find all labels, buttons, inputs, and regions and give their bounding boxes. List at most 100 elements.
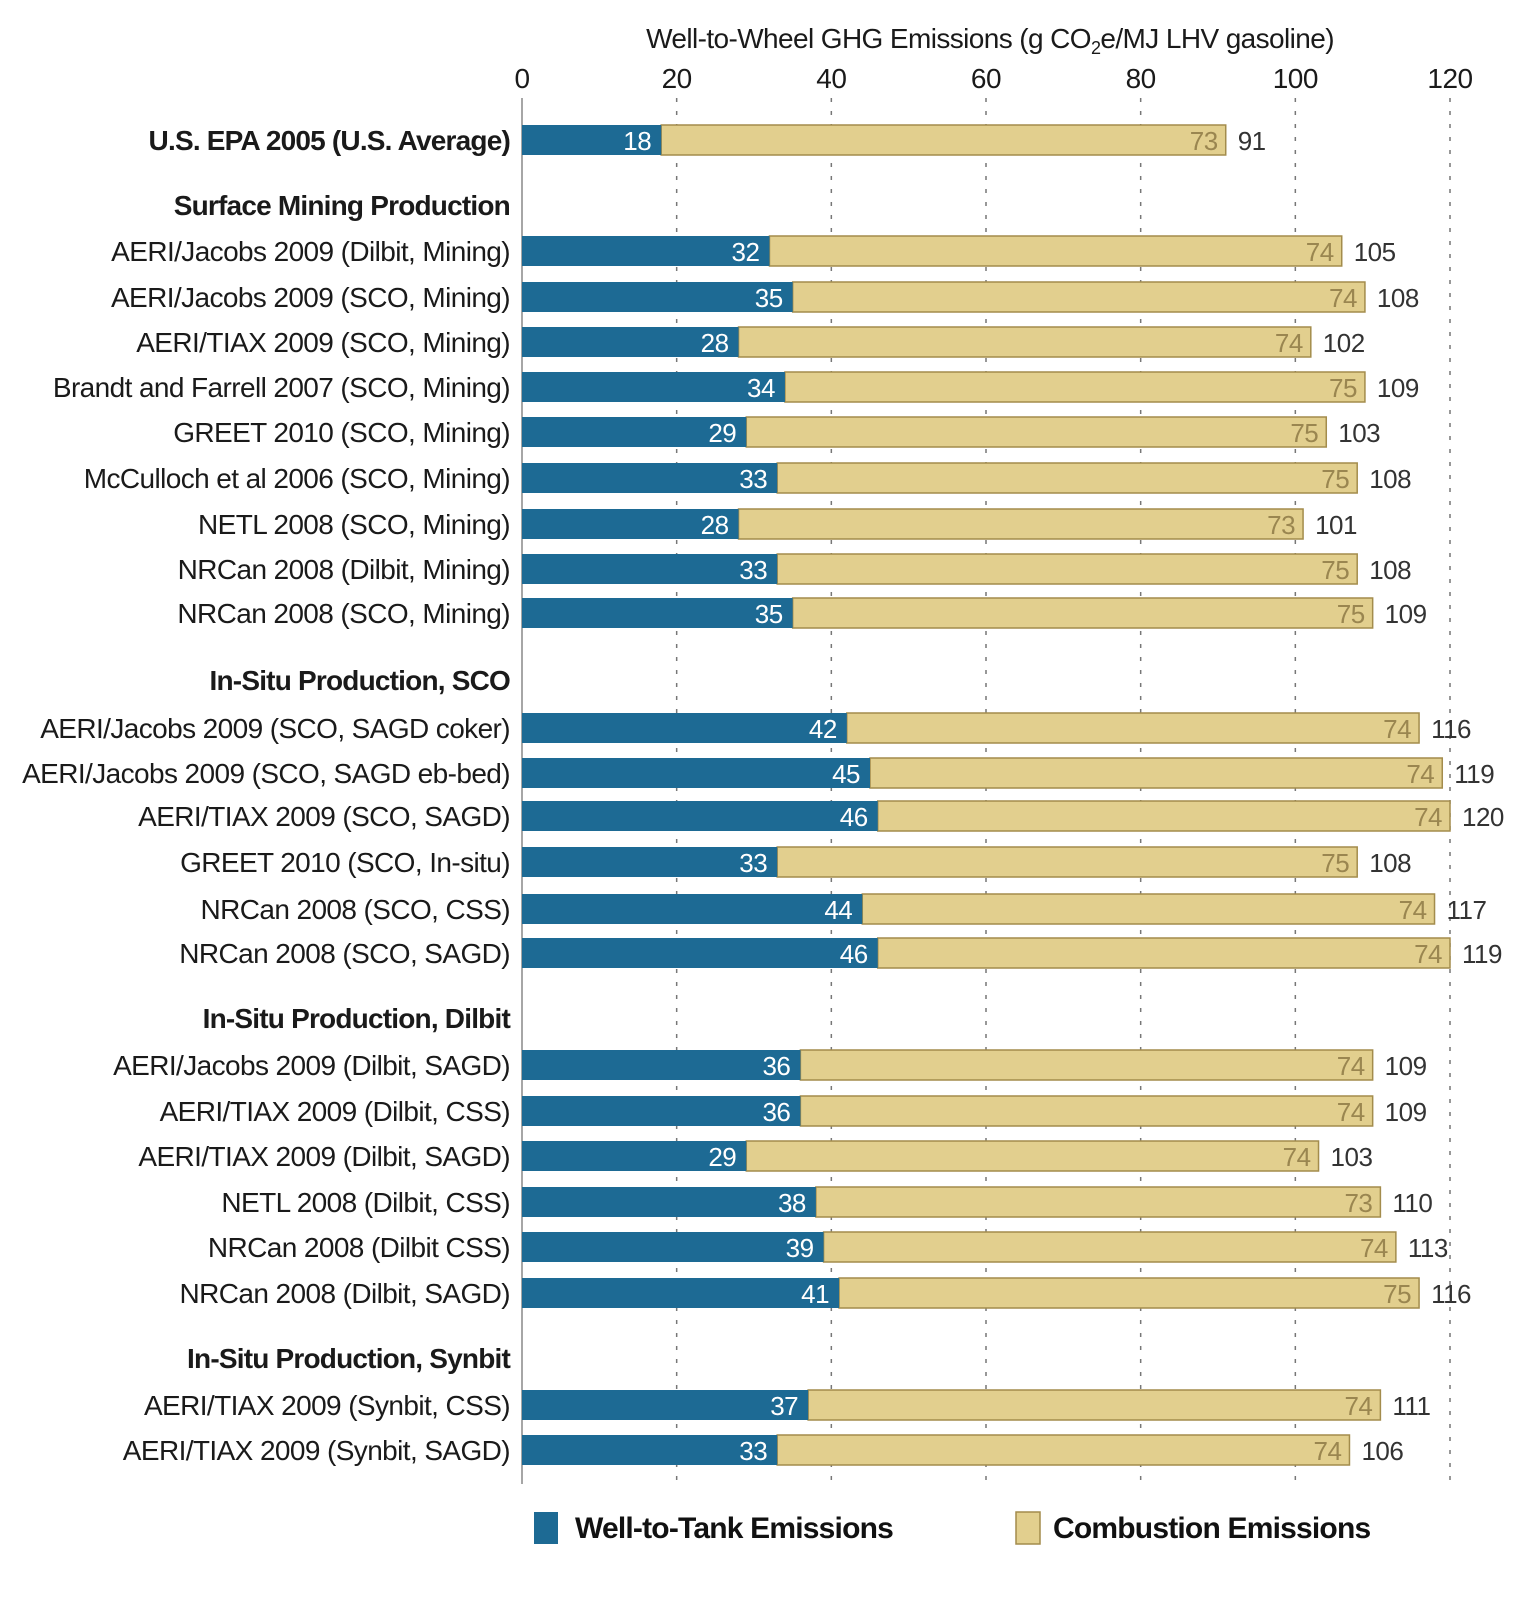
data-label-combustion: 74 (1283, 1142, 1311, 1172)
bar-row: NRCan 2008 (Dilbit, Mining) 33 75 108 (178, 553, 1412, 585)
bar-well-to-tank (522, 1050, 801, 1080)
chart-title: Well-to-Wheel GHG Emissions (g CO2e/MJ L… (646, 23, 1334, 58)
bar-row: AERI/Jacobs 2009 (SCO, SAGD coker) 42 74 11… (40, 712, 1472, 744)
bar-well-to-tank (522, 598, 793, 628)
data-label-well-to-tank: 28 (701, 328, 729, 358)
data-label-combustion: 75 (1321, 464, 1349, 494)
data-label-well-to-tank: 29 (708, 1142, 736, 1172)
legend-label-combustion: Combustion Emissions (1053, 1512, 1370, 1545)
bar-row: GREET 2010 (SCO, Mining) 29 75 103 (173, 416, 1381, 448)
data-label-well-to-tank: 46 (840, 939, 868, 969)
category-label: AERI/Jacobs 2009 (SCO, Mining) (111, 282, 510, 313)
bar-well-to-tank (522, 894, 863, 924)
bar-combustion (791, 281, 1366, 313)
bar-well-to-tank (522, 1278, 840, 1308)
data-label-combustion: 75 (1383, 1279, 1411, 1309)
data-label-total: 109 (1385, 599, 1427, 629)
data-label-combustion: 74 (1360, 1233, 1388, 1263)
data-label-total: 106 (1361, 1436, 1403, 1466)
data-label-total: 119 (1454, 759, 1494, 789)
bar-combustion (745, 1140, 1320, 1172)
data-label-well-to-tank: 18 (623, 126, 651, 156)
data-label-combustion: 73 (1267, 510, 1295, 540)
category-label: NRCan 2008 (Dilbit CSS) (208, 1232, 510, 1263)
data-label-combustion: 74 (1314, 1436, 1342, 1466)
bar-row: NETL 2008 (SCO, Mining) 28 73 101 (198, 508, 1357, 540)
category-label: NRCan 2008 (SCO, SAGD) (179, 938, 510, 969)
data-label-total: 102 (1323, 328, 1365, 358)
data-label-well-to-tank: 28 (701, 510, 729, 540)
data-label-well-to-tank: 33 (739, 555, 767, 585)
data-label-combustion: 74 (1399, 895, 1427, 925)
data-label-combustion: 74 (1414, 802, 1442, 832)
category-label: NETL 2008 (SCO, Mining) (198, 509, 510, 540)
data-label-well-to-tank: 33 (739, 1436, 767, 1466)
legend-swatch-well-to-tank (534, 1512, 558, 1544)
data-label-combustion: 75 (1321, 848, 1349, 878)
category-label: NRCan 2008 (Dilbit, Mining) (178, 554, 510, 585)
category-label: Brandt and Farrell 2007 (SCO, Mining) (53, 372, 510, 403)
bar-combustion (861, 893, 1436, 925)
category-label: AERI/Jacobs 2009 (SCO, SAGD coker) (40, 713, 510, 744)
bar-well-to-tank (522, 938, 878, 968)
bar-row: AERI/Jacobs 2009 (SCO, Mining) 35 74 108 (111, 281, 1419, 313)
data-label-well-to-tank: 42 (809, 714, 837, 744)
category-label: AERI/Jacobs 2009 (SCO, SAGD eb-bed) (22, 758, 510, 789)
x-tick-label: 80 (1126, 63, 1156, 94)
bar-combustion (815, 1186, 1382, 1218)
data-label-total: 119 (1462, 939, 1502, 969)
data-label-well-to-tank: 34 (747, 373, 775, 403)
data-label-total: 117 (1447, 895, 1487, 925)
data-label-well-to-tank: 36 (762, 1097, 790, 1127)
bar-well-to-tank (522, 327, 739, 357)
data-label-well-to-tank: 33 (739, 848, 767, 878)
data-label-total: 108 (1369, 848, 1411, 878)
bar-well-to-tank (522, 282, 793, 312)
bar-well-to-tank (522, 1435, 778, 1465)
category-label: AERI/TIAX 2009 (Dilbit, CSS) (160, 1096, 510, 1127)
bar-combustion (784, 371, 1366, 403)
bar-well-to-tank (522, 801, 878, 831)
data-label-well-to-tank: 36 (762, 1051, 790, 1081)
bar-combustion (822, 1231, 1397, 1263)
legend-swatch-combustion (1015, 1511, 1041, 1545)
data-label-total: 120 (1462, 802, 1504, 832)
bar-combustion (737, 326, 1312, 358)
category-label: GREET 2010 (SCO, In-situ) (180, 847, 510, 878)
data-label-well-to-tank: 39 (786, 1233, 814, 1263)
data-label-total: 101 (1315, 510, 1357, 540)
data-label-total: 116 (1431, 714, 1471, 744)
bar-row: GREET 2010 (SCO, In-situ) 33 75 108 (180, 846, 1412, 878)
category-label: AERI/Jacobs 2009 (Dilbit, SAGD) (113, 1050, 510, 1081)
bar-row: AERI/TIAX 2009 (Synbit, CSS) 37 74 111 (144, 1389, 1431, 1421)
data-label-well-to-tank: 38 (778, 1188, 806, 1218)
data-label-well-to-tank: 41 (801, 1279, 829, 1309)
bar-combustion (737, 508, 1304, 540)
data-label-total: 103 (1338, 418, 1380, 448)
data-label-total: 108 (1369, 464, 1411, 494)
bar-well-to-tank (522, 236, 770, 266)
data-label-total: 105 (1354, 237, 1396, 267)
bar-combustion (745, 416, 1328, 448)
data-label-well-to-tank: 46 (840, 802, 868, 832)
category-label: McCulloch et al 2006 (SCO, Mining) (84, 463, 510, 494)
category-label: GREET 2010 (SCO, Mining) (173, 417, 510, 448)
data-label-combustion: 74 (1329, 283, 1357, 313)
bar-well-to-tank (522, 758, 870, 788)
data-label-combustion: 75 (1290, 418, 1318, 448)
data-label-combustion: 74 (1306, 237, 1334, 267)
data-label-combustion: 74 (1414, 939, 1442, 969)
bar-combustion (776, 1434, 1351, 1466)
bar-combustion (776, 553, 1358, 585)
bar-combustion (660, 124, 1227, 156)
x-tick-label: 60 (971, 63, 1001, 94)
category-label: AERI/TIAX 2009 (SCO, Mining) (136, 327, 510, 358)
data-label-combustion: 75 (1329, 373, 1357, 403)
data-label-well-to-tank: 35 (755, 599, 783, 629)
bar-combustion (846, 712, 1420, 744)
group-header: In-Situ Production, SCO (210, 665, 510, 696)
bar-row: Brandt and Farrell 2007 (SCO, Mining) 34 7… (53, 371, 1419, 403)
bar-row: NRCan 2008 (SCO, Mining) 35 75 109 (177, 597, 1427, 629)
bar-row: NRCan 2008 (Dilbit CSS) 39 74 113 (208, 1231, 1448, 1263)
bar-row: NETL 2008 (Dilbit, CSS) 38 73 110 (221, 1186, 1433, 1218)
